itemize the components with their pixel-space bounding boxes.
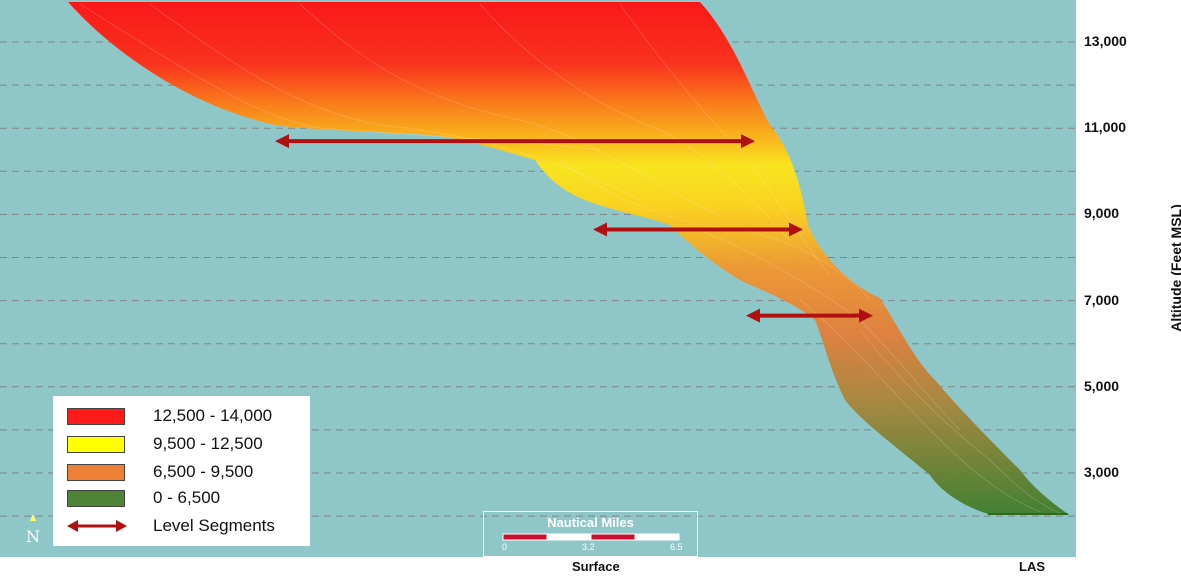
legend-swatch-yellow (67, 435, 125, 453)
legend: 12,500 - 14,000 9,500 - 12,500 6,500 - 9… (53, 396, 310, 546)
arrowhead-left (593, 222, 607, 237)
scale-bar-tick: 0 (502, 542, 508, 552)
legend-item-12500-14000: 12,500 - 14,000 (67, 405, 272, 427)
scale-bar-tick: 3.2 (582, 542, 595, 552)
y-tick-label: 5,000 (1084, 377, 1120, 394)
flight-track-strand (299, 3, 721, 216)
flight-track-strand (859, 329, 1061, 514)
scale-bar: Nautical Miles 0 3.2 6.5 (483, 511, 698, 557)
flight-track-strand (799, 299, 1041, 513)
plot-svg (0, 2, 1076, 517)
scale-bar-graphic (502, 533, 680, 541)
x-category-surface: Surface (572, 559, 620, 574)
arrowhead-left (746, 308, 760, 323)
north-arrow-icon: N (26, 514, 40, 546)
arrowhead-right (859, 308, 873, 323)
flight-track-strand (619, 3, 831, 276)
legend-item-0-6500: 0 - 6,500 (67, 487, 220, 509)
y-tick-label: 9,000 (1084, 205, 1120, 222)
legend-swatch-green (67, 489, 125, 507)
legend-label: 9,500 - 12,500 (153, 434, 263, 453)
y-tick-label: 7,000 (1084, 291, 1120, 308)
arrowhead-left (275, 134, 289, 149)
legend-label: Level Segments (153, 516, 275, 535)
y-tick-label: 13,000 (1084, 33, 1127, 49)
scale-bar-title: Nautical Miles (547, 515, 634, 530)
double-arrow-icon (67, 520, 127, 532)
scale-bar-tick: 6.5 (670, 542, 683, 552)
arrowhead-right (741, 134, 755, 149)
legend-label: 0 - 6,500 (153, 488, 221, 507)
x-category-las: LAS (1019, 559, 1045, 574)
legend-label: 12,500 - 14,000 (153, 406, 273, 425)
flight-track-envelope (68, 2, 1068, 514)
legend-label: 6,500 - 9,500 (153, 462, 254, 481)
north-label: N (26, 527, 40, 546)
legend-swatch-orange (67, 463, 125, 481)
arrowhead-right (789, 222, 803, 237)
legend-swatch-red (67, 407, 125, 425)
legend-item-9500-12500: 9,500 - 12,500 (67, 433, 263, 455)
flight-track-strand (149, 3, 641, 201)
y-axis-label: Altitude (Feet MSL) (1168, 204, 1181, 332)
legend-item-6500-9500: 6,500 - 9,500 (67, 461, 253, 483)
y-tick-label: 3,000 (1084, 464, 1120, 480)
legend-item-level-segments: Level Segments (67, 515, 275, 537)
flight-track-strand (479, 3, 791, 241)
y-tick-label: 11,000 (1084, 119, 1127, 136)
north-arrow: N (18, 512, 48, 546)
